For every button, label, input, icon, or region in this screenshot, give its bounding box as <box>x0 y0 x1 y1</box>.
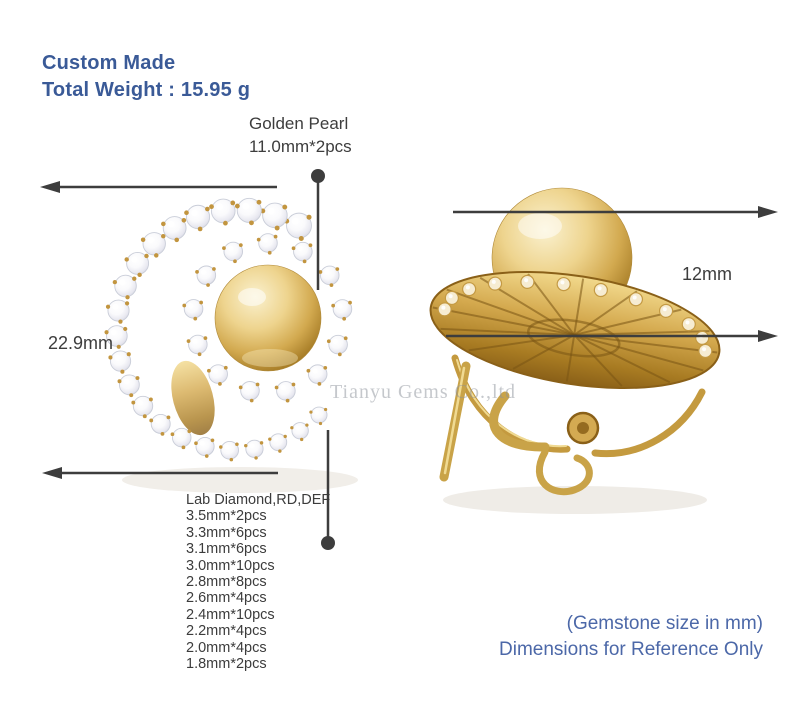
pearl-callout-connector <box>311 169 325 290</box>
dimension-arrow-mid-right <box>446 330 778 342</box>
diamond-spec-title: Lab Diamond,RD,DEF <box>186 492 331 508</box>
earring-post-highlight <box>443 366 466 475</box>
pearl-size-text: 11.0mm*2pcs <box>249 137 352 156</box>
dimension-arrow-top-left <box>40 181 277 193</box>
left-earring-front-view <box>104 197 353 462</box>
height-dimension-label: 22.9mm <box>48 333 114 353</box>
spec-item: 2.6mm*4pcs <box>186 590 267 607</box>
diamond-spec-connector <box>321 430 335 550</box>
spec-item: 2.8mm*8pcs <box>186 574 267 591</box>
spec-item: 3.3mm*6pcs <box>186 524 267 541</box>
pearl-callout-label: Golden Pearl 11.0mm*2pcs <box>249 112 352 158</box>
header: Custom Made Total Weight : 15.95 g <box>42 50 250 104</box>
custom-made-text: Custom Made <box>42 52 176 74</box>
spec-item: 2.2mm*4pcs <box>186 623 267 640</box>
pearl-highlight-side <box>518 213 562 239</box>
spec-item: 3.0mm*10pcs <box>186 557 275 574</box>
footer-note: (Gemstone size in mm) Dimensions for Ref… <box>499 611 763 663</box>
dimension-arrow-top-right <box>453 206 778 218</box>
diamond-outer-spiral <box>104 197 328 462</box>
omega-clip-arm <box>489 391 550 452</box>
diamond-spec-block: Lab Diamond,RD,DEF 3.5mm*2pcs 3.3mm*6pcs… <box>186 492 330 672</box>
pearl-reflection <box>242 349 298 367</box>
clip-hinge-pin <box>577 422 589 434</box>
pearl-highlight <box>238 288 266 306</box>
gemstone-size-note: (Gemstone size in mm) <box>566 613 763 634</box>
diamond-inner-halo <box>182 233 353 403</box>
total-weight-text: Total Weight : 15.95 g <box>42 79 251 101</box>
diamond-basket <box>429 270 721 390</box>
spec-item: 1.8mm*2pcs <box>186 656 267 673</box>
dimension-arrow-bottom-left <box>42 467 278 479</box>
left-earring-shadow <box>122 467 358 493</box>
spec-item: 2.4mm*10pcs <box>186 606 275 623</box>
spec-item: 3.1mm*6pcs <box>186 541 267 558</box>
depth-dimension-label: 12mm <box>682 264 733 284</box>
right-earring-side-view <box>429 187 721 496</box>
spec-item: 3.5mm*2pcs <box>186 508 267 525</box>
pearl-name-text: Golden Pearl <box>249 114 349 133</box>
spec-item: 2.0mm*4pcs <box>186 639 267 656</box>
left-earring-clip-glimpse <box>171 360 215 436</box>
omega-clip-loop <box>535 448 593 496</box>
right-earring-shadow <box>443 486 707 514</box>
diamond-spec-list: 3.5mm*2pcs 3.3mm*6pcs 3.1mm*6pcs 3.0mm*1… <box>186 508 330 672</box>
brand-watermark: Tianyu Gems Co.,ltd <box>330 381 517 403</box>
basket-wire-right <box>591 388 706 458</box>
reference-only-note: Dimensions for Reference Only <box>499 639 763 660</box>
